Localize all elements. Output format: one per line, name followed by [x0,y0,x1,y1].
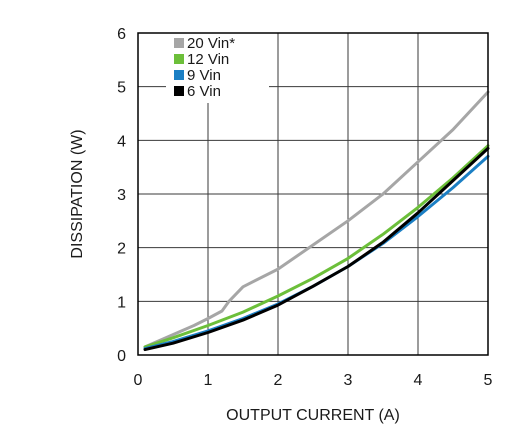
legend-swatch-1 [174,54,184,64]
x-tick-label-2: 2 [274,372,283,389]
x-tick-label-4: 4 [414,372,423,389]
legend-label-3: 6 Vin [187,83,221,100]
y-axis-title: DISSIPATION (W) [69,129,86,258]
x-tick-label-5: 5 [484,372,493,389]
y-tick-label-0: 0 [117,348,126,365]
y-tick-label-2: 2 [117,241,126,258]
series-line-0 [143,90,490,349]
legend-swatch-2 [174,70,184,80]
y-tick-label-1: 1 [117,294,126,311]
y-tick-label-5: 5 [117,80,126,97]
legend-label-1: 12 Vin [187,51,229,68]
y-tick-label-4: 4 [117,133,126,150]
legend-swatch-3 [174,86,184,96]
y-tick-label-6: 6 [117,26,126,43]
grid [138,33,488,355]
series-layer [143,90,490,352]
series-line-1 [143,144,490,349]
legend-label-2: 9 Vin [187,67,221,84]
y-tick-label-3: 3 [117,187,126,204]
series-line-3 [143,146,490,352]
x-tick-label-1: 1 [204,372,213,389]
x-tick-label-0: 0 [134,372,143,389]
series-line-2 [143,154,490,351]
ticks: 0 1 2 3 4 5 0 1 2 3 4 5 6 [117,26,492,389]
legend-label-0: 20 Vin* [187,35,235,52]
x-axis-title: OUTPUT CURRENT (A) [226,407,400,424]
x-tick-label-3: 3 [344,372,353,389]
plot-frame [137,32,489,356]
legend-swatch-0 [174,38,184,48]
